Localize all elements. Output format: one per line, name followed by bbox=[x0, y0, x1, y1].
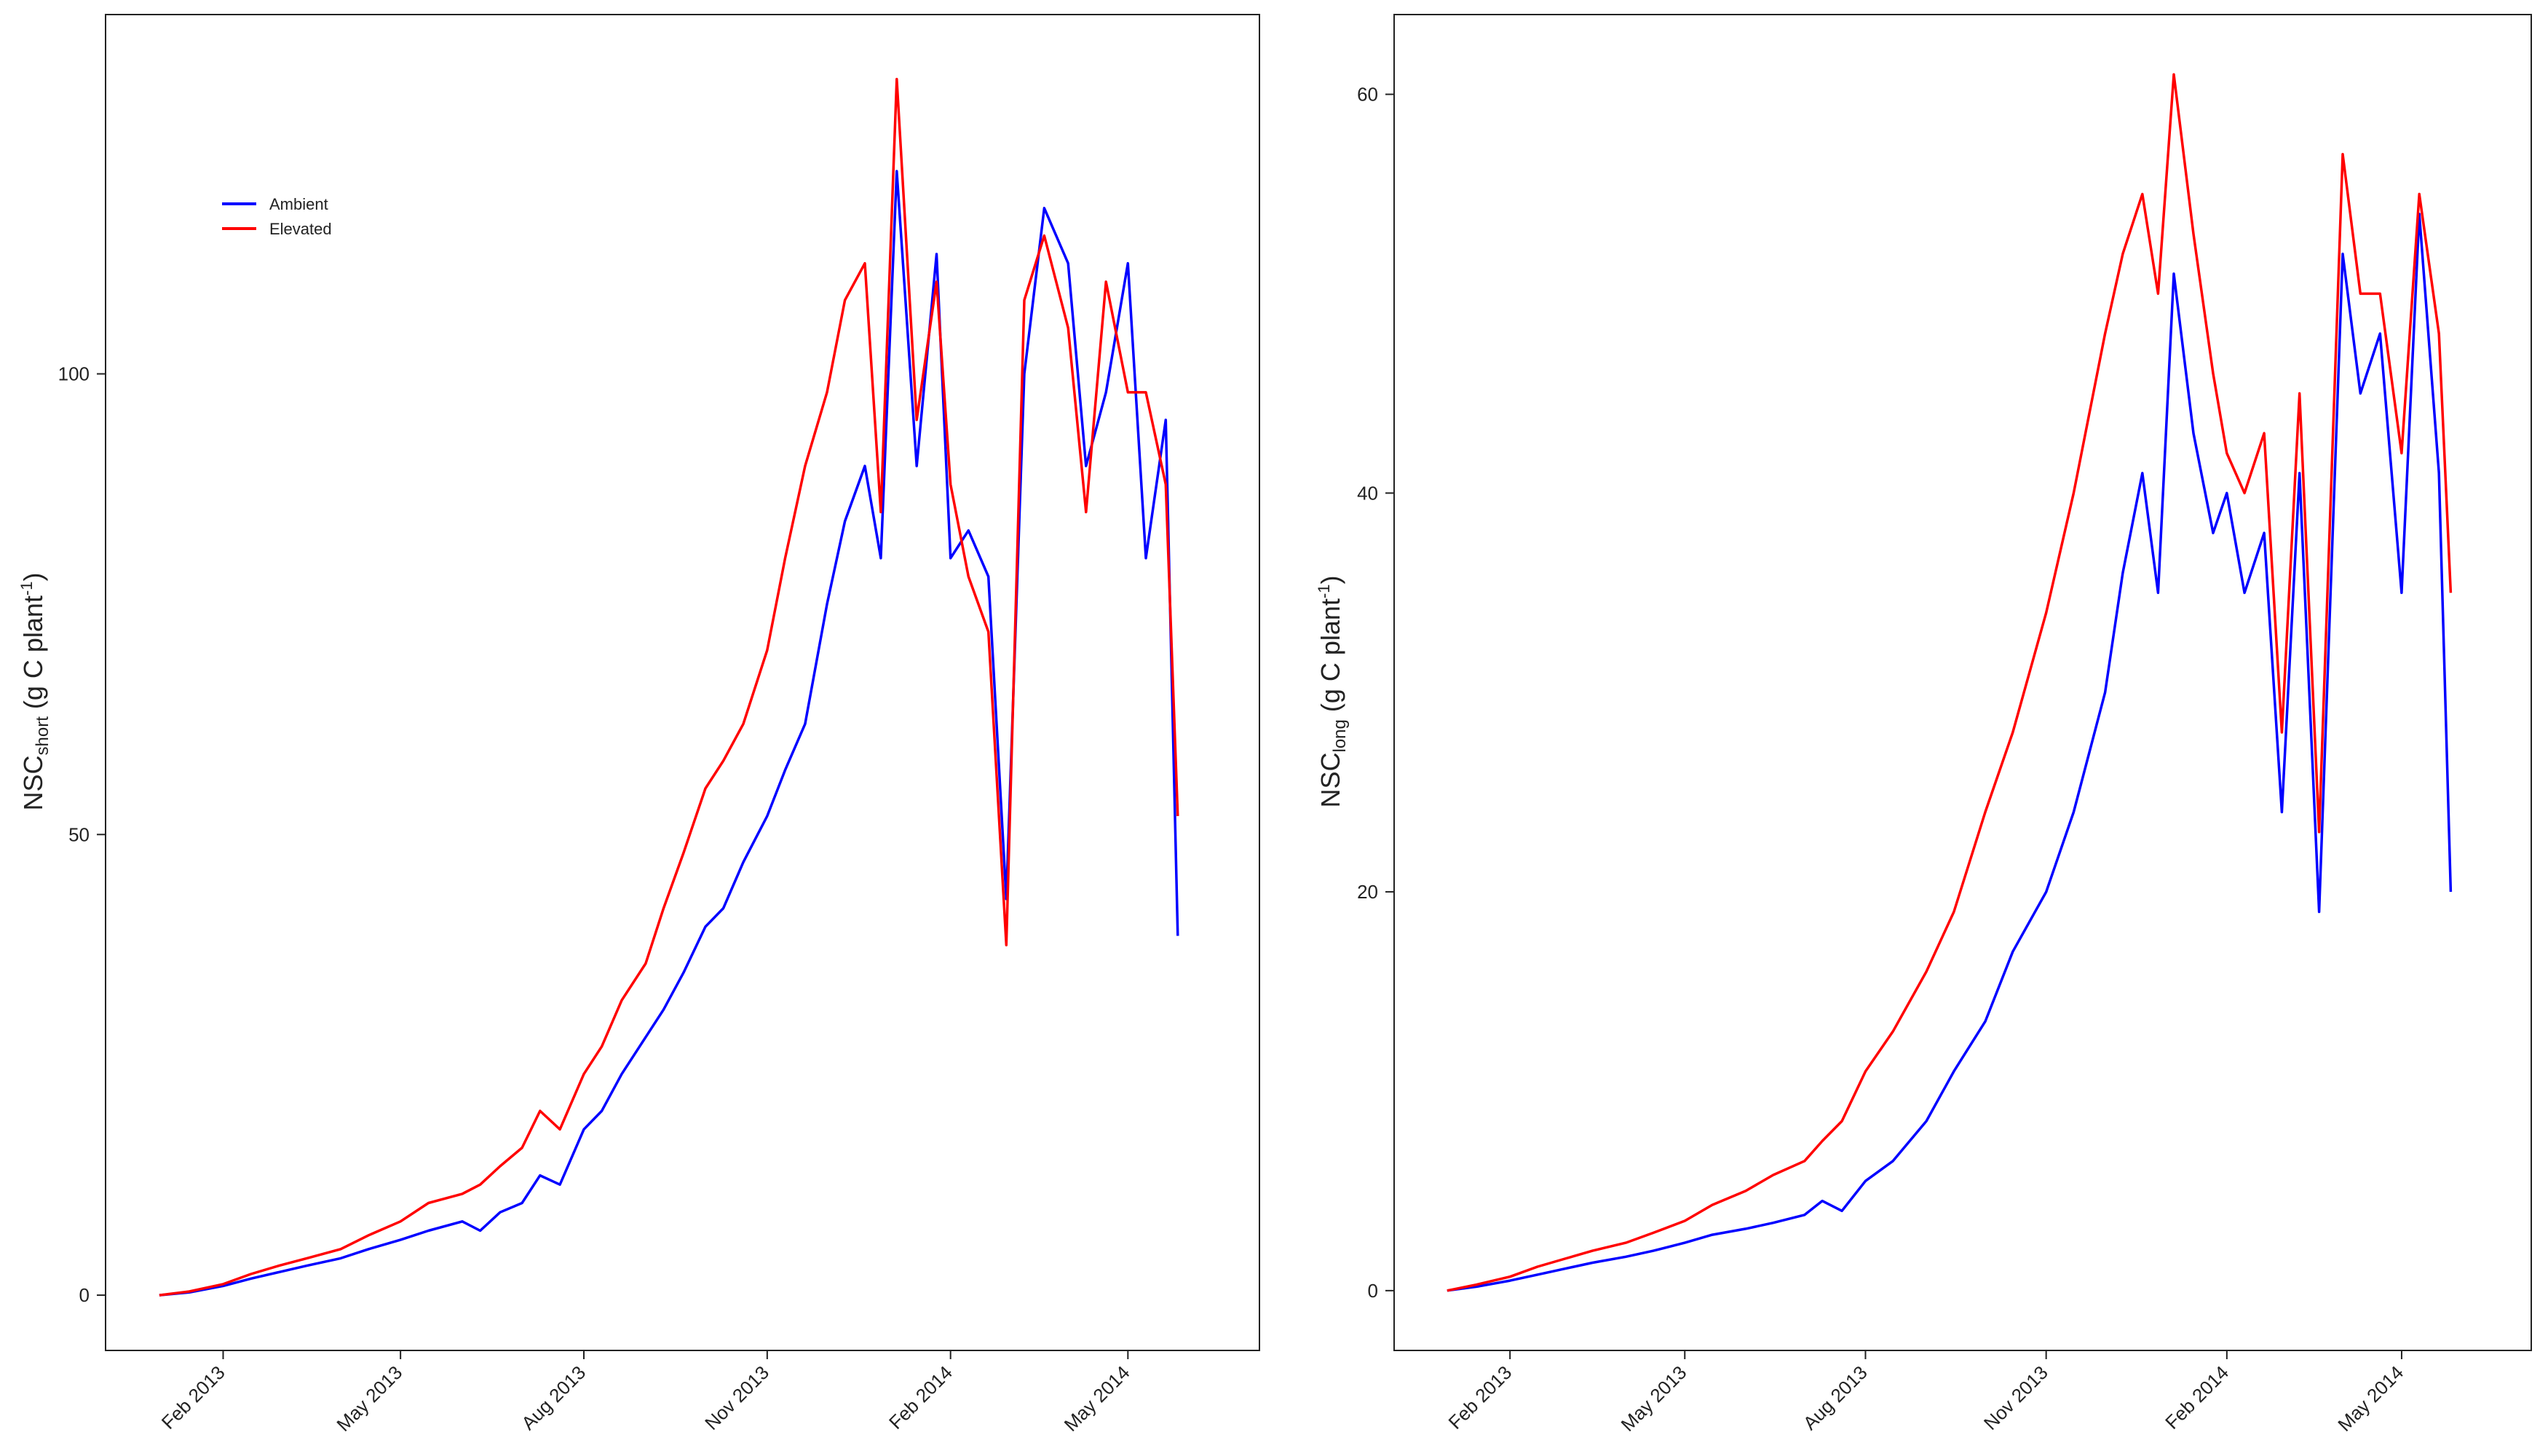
series-line-elevated bbox=[1447, 73, 2453, 1292]
series-line-ambient bbox=[159, 170, 1179, 1297]
y-axis-title-subscript: short bbox=[33, 716, 52, 756]
y-tick-label: 0 bbox=[79, 1284, 90, 1306]
y-tick-label: 20 bbox=[1357, 881, 1378, 903]
y-axis-title-close: ) bbox=[1315, 575, 1345, 584]
y-axis-title-superscript: -1 bbox=[1315, 584, 1333, 598]
y-axis-title-main: NSC bbox=[18, 755, 48, 810]
y-axis-title-long: NSClong (g C plant-1) bbox=[1315, 575, 1350, 807]
y-axis-title-main: NSC bbox=[1315, 753, 1345, 808]
y-axis-title-close: ) bbox=[18, 572, 48, 581]
legend-label-ambient: Ambient bbox=[269, 195, 328, 213]
y-tick-label: 0 bbox=[1368, 1280, 1378, 1302]
y-tick-label: 50 bbox=[68, 823, 90, 845]
plot-border bbox=[1393, 14, 2532, 1351]
y-axis-title-superscript: -1 bbox=[17, 581, 36, 596]
series-line-elevated bbox=[159, 77, 1179, 1297]
series-line-ambient bbox=[1447, 213, 2453, 1292]
y-tick-label: 100 bbox=[58, 363, 90, 385]
y-axis-title-unit: (g C plant bbox=[1315, 598, 1345, 719]
y-axis-title-short: NSCshort (g C plant-1) bbox=[17, 572, 52, 810]
plot-border bbox=[105, 14, 1260, 1351]
legend: Ambient Elevated bbox=[222, 195, 332, 238]
y-tick-label: 60 bbox=[1357, 84, 1378, 106]
y-axis-title-unit: (g C plant bbox=[18, 596, 48, 716]
y-tick-label: 40 bbox=[1357, 482, 1378, 504]
y-axis-title-subscript: long bbox=[1330, 719, 1350, 752]
legend-label-elevated: Elevated bbox=[269, 220, 332, 238]
